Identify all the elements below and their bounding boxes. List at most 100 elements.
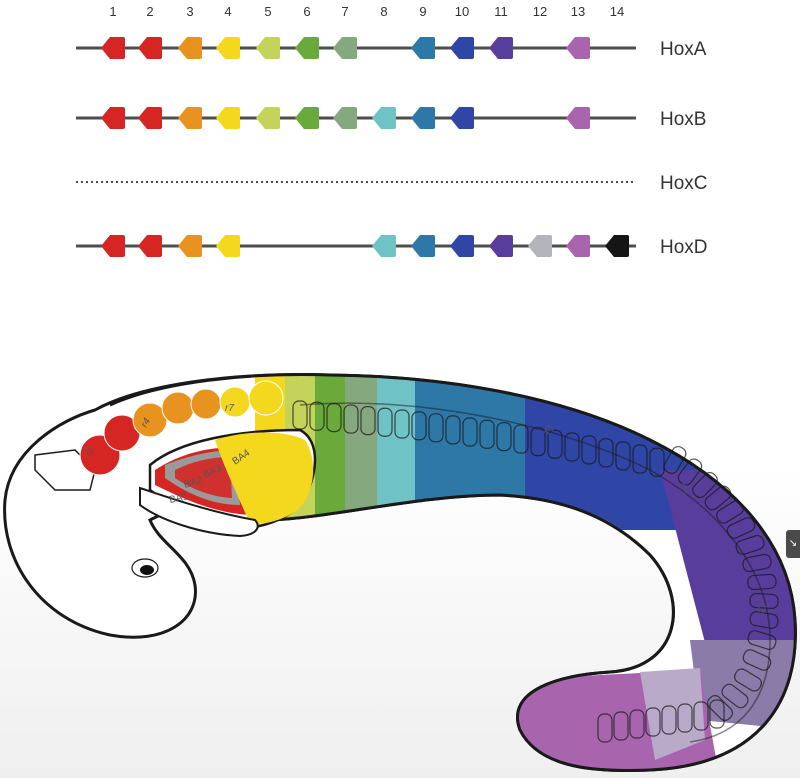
paralog-number: 5: [264, 4, 271, 19]
hox-gene: [566, 235, 590, 257]
somite: [693, 701, 709, 731]
cluster-label: HoxA: [660, 39, 707, 60]
hox-gene: [138, 107, 162, 129]
hox-gene: [295, 107, 319, 129]
expand-arrow-icon[interactable]: ↘: [786, 530, 800, 558]
somite: [726, 517, 756, 539]
somite: [394, 409, 410, 439]
somite: [677, 703, 693, 733]
somite: [564, 432, 580, 462]
arch-label-ba1: BA1: [168, 491, 189, 506]
somite: [692, 471, 718, 499]
cluster-hoxa: HoxA: [76, 37, 707, 60]
somite: [749, 592, 779, 610]
hox-gene: [489, 37, 513, 59]
hox-gene: [489, 235, 513, 257]
cluster-label: HoxD: [660, 237, 708, 258]
somite: [747, 630, 777, 650]
cluster-label: HoxC: [660, 173, 708, 194]
hox-gene: [450, 107, 474, 129]
hox-gene: [256, 37, 280, 59]
paralog-number-row: 1 2 3 4 5 6 7 8 9 10 11 12 13 14: [109, 4, 624, 19]
somite: [629, 709, 645, 739]
hox-gene: [528, 235, 552, 257]
hox-gene: [216, 37, 240, 59]
somite: [411, 411, 427, 441]
hox-gene: [333, 37, 357, 59]
hox-clusters: HoxA HoxB HoxC HoxD: [76, 37, 708, 258]
paralog-number: 11: [494, 4, 508, 19]
rhombomere-label-r2: r2: [83, 445, 97, 458]
somite: [343, 404, 359, 434]
hox-gene: [178, 235, 202, 257]
somite: [479, 419, 495, 449]
somite: [598, 438, 614, 468]
cluster-hoxb: HoxB: [76, 107, 706, 130]
somites: [292, 400, 779, 743]
paralog-number: 1: [109, 4, 116, 19]
rhombomere: [161, 391, 195, 425]
somite: [309, 401, 325, 431]
hox-gene: [216, 235, 240, 257]
somite: [716, 500, 744, 524]
somite: [377, 407, 393, 437]
somite: [597, 713, 613, 743]
somite: [704, 485, 732, 511]
somite: [661, 705, 677, 735]
paralog-number: 6: [303, 4, 310, 19]
somite: [707, 695, 733, 721]
hox-gene: [101, 37, 125, 59]
rhombomere: [248, 380, 284, 416]
somite: [735, 534, 765, 556]
somite: [734, 668, 762, 692]
somite: [445, 415, 461, 445]
hox-gene: [450, 235, 474, 257]
expression-band: [640, 668, 705, 760]
somite: [428, 413, 444, 443]
hox-gene: [138, 235, 162, 257]
somite: [615, 441, 631, 471]
somite: [747, 573, 777, 591]
hox-gene: [605, 235, 629, 257]
somite: [547, 429, 563, 459]
expression-band: [345, 374, 377, 530]
somite: [496, 422, 512, 452]
paralog-number: 3: [186, 4, 193, 19]
rhombomere: [190, 388, 222, 420]
body-label-t1: T1: [542, 423, 557, 439]
somite: [632, 444, 648, 474]
somite: [513, 424, 529, 454]
hox-gene: [566, 37, 590, 59]
cluster-label: HoxB: [660, 109, 706, 130]
somite: [663, 445, 687, 475]
body-outline: [109, 372, 797, 773]
paralog-number: 4: [224, 4, 231, 19]
paralog-number: 7: [341, 4, 348, 19]
hox-gene: [178, 37, 202, 59]
eye: [131, 558, 159, 578]
expression-band: [690, 640, 796, 730]
hox-gene: [411, 37, 435, 59]
hox-gene: [101, 235, 125, 257]
expression-band: [315, 374, 345, 530]
paralog-number: 14: [610, 4, 624, 19]
hox-gene: [295, 37, 319, 59]
neural-tube-outline: [299, 402, 771, 743]
somite: [613, 711, 629, 741]
hox-gene: [101, 107, 125, 129]
somite: [326, 403, 342, 433]
hox-gene: [411, 235, 435, 257]
hox-gene: [566, 107, 590, 129]
somite: [360, 406, 376, 436]
body-label-s1: S1: [755, 600, 771, 616]
embryo-diagram: BA1 BA2 BA3 BA4 r2 r4 r7 T1 L1 S1: [3, 372, 797, 773]
rhombomeres: [79, 380, 284, 476]
somite: [649, 447, 665, 477]
hox-gene: [216, 107, 240, 129]
somite: [721, 683, 749, 709]
paralog-number: 8: [380, 4, 387, 19]
branchial-arches: BA1 BA2 BA3 BA4: [139, 428, 317, 538]
somite: [742, 649, 772, 671]
hox-gene: [178, 107, 202, 129]
